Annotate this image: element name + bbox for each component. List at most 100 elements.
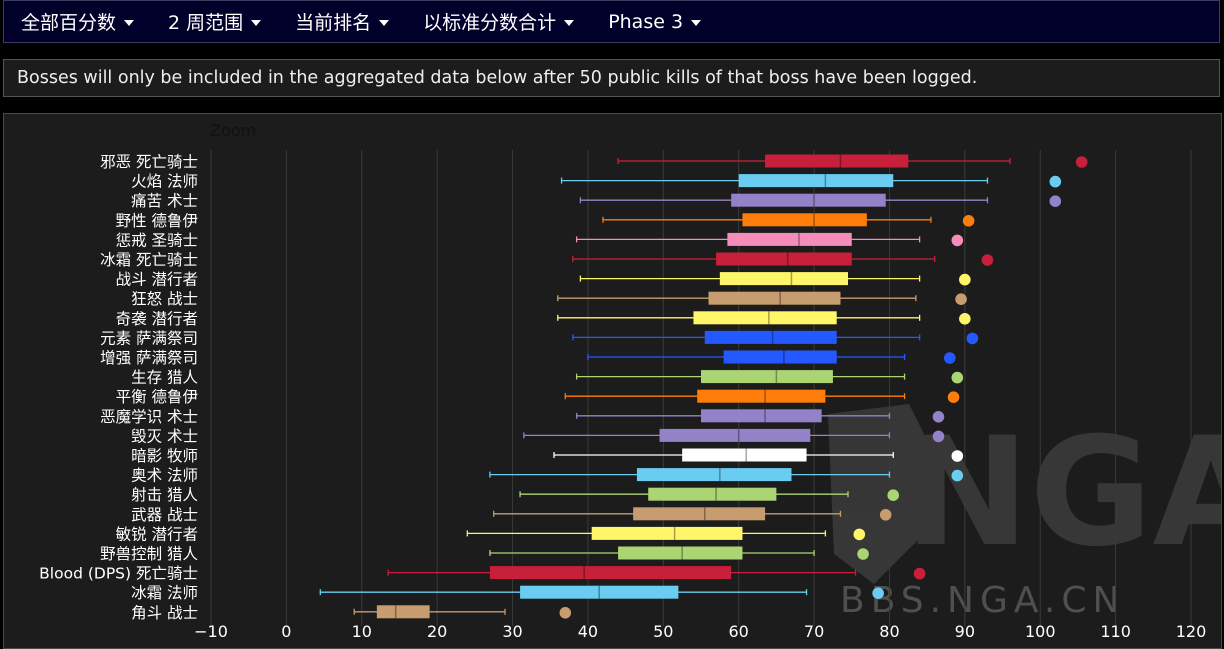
boxplot-series bbox=[557, 291, 967, 305]
boxplot-series bbox=[560, 174, 1062, 188]
y-category-label: 恶魔学识 术士 bbox=[100, 408, 198, 426]
box-iqr bbox=[704, 330, 837, 344]
x-tick-label: 10 bbox=[352, 622, 372, 641]
boxplot-series bbox=[572, 252, 994, 266]
outlier-point bbox=[1075, 156, 1088, 168]
outlier-point bbox=[981, 254, 994, 266]
watermark: NGA BBS.NGA.CN bbox=[828, 404, 1221, 621]
box-iqr bbox=[765, 154, 909, 168]
box-iqr bbox=[693, 311, 837, 325]
boxplot-series bbox=[553, 448, 964, 462]
x-tick-label: 20 bbox=[427, 622, 447, 641]
menu-phase[interactable]: Phase 3 bbox=[591, 1, 718, 42]
x-tick-label: 70 bbox=[804, 622, 824, 641]
y-category-label: 野兽控制 猎人 bbox=[100, 545, 198, 563]
x-tick-label: 80 bbox=[879, 622, 899, 641]
boxplot-chart: NGA BBS.NGA.CN −10 0 10 20 30 40 50 60 70 80 90 100… bbox=[39, 150, 1221, 641]
box-iqr bbox=[701, 409, 822, 423]
box-iqr bbox=[636, 468, 792, 482]
boxplot-series bbox=[319, 585, 884, 599]
boxplot-series bbox=[519, 487, 900, 502]
outlier-point bbox=[872, 587, 884, 599]
boxplot-series bbox=[387, 566, 926, 580]
boxplot-series bbox=[557, 311, 971, 325]
outlier-point bbox=[853, 528, 866, 541]
watermark-logo-icon bbox=[828, 404, 929, 584]
x-tick-label: 40 bbox=[578, 622, 598, 641]
boxplot-series bbox=[575, 370, 964, 384]
x-tick-label: 0 bbox=[281, 622, 291, 641]
boxplot-series bbox=[575, 409, 945, 423]
menu-aggregation-label: 以标准分数合计 bbox=[423, 12, 557, 34]
boxes bbox=[319, 154, 1088, 619]
notice-text: Bosses will only be included in the aggr… bbox=[17, 68, 978, 88]
y-category-label: 平衡 德鲁伊 bbox=[116, 388, 198, 406]
menu-ranking[interactable]: 当前排名 bbox=[278, 1, 406, 42]
outlier-point bbox=[857, 548, 869, 560]
menu-metric[interactable]: 全部百分数 bbox=[4, 1, 151, 42]
outlier-point bbox=[1049, 195, 1062, 207]
boxplot-series bbox=[579, 272, 971, 286]
top-menu-bar: 全部百分数 2 周范围 当前排名 以标准分数合计 Phase 3 bbox=[3, 0, 1220, 43]
outlier-point bbox=[959, 273, 971, 286]
y-category-label: 生存 猎人 bbox=[131, 369, 198, 387]
x-tick-label: 30 bbox=[502, 622, 522, 641]
y-category-label: 敏锐 潜行者 bbox=[116, 525, 198, 543]
y-category-label: Blood (DPS) 死亡骑士 bbox=[39, 565, 198, 583]
x-tick-label: 120 bbox=[1176, 622, 1207, 641]
box-iqr bbox=[697, 389, 826, 403]
box-iqr bbox=[618, 546, 743, 560]
boxplot-series bbox=[602, 213, 975, 227]
box-iqr bbox=[719, 272, 848, 286]
box-iqr bbox=[489, 566, 732, 580]
y-category-label: 暗影 牧师 bbox=[131, 447, 198, 465]
x-tick-label: 60 bbox=[729, 622, 749, 641]
notice-banner: Bosses will only be included in the aggr… bbox=[3, 59, 1220, 97]
box-iqr bbox=[701, 370, 833, 384]
outlier-point bbox=[913, 567, 926, 580]
y-category-label: 野性 德鲁伊 bbox=[116, 212, 198, 230]
outlier-point bbox=[879, 509, 892, 521]
y-category-label: 痛苦 术士 bbox=[131, 192, 198, 210]
box-iqr bbox=[648, 487, 777, 501]
box-iqr bbox=[731, 193, 886, 207]
outlier-point bbox=[1049, 175, 1062, 188]
boxplot-series bbox=[489, 546, 869, 560]
outlier-point bbox=[955, 293, 967, 305]
boxplot-series bbox=[572, 330, 979, 345]
x-tick-label: 100 bbox=[1025, 622, 1056, 641]
boxplot-series bbox=[575, 232, 964, 247]
box-iqr bbox=[376, 605, 430, 619]
y-category-label: 奇袭 潜行者 bbox=[116, 310, 198, 328]
menu-aggregation[interactable]: 以标准分数合计 bbox=[406, 1, 591, 42]
chevron-down-icon bbox=[564, 19, 575, 26]
boxplot-series bbox=[564, 389, 960, 404]
outlier-point bbox=[887, 489, 900, 502]
outlier-point bbox=[932, 411, 945, 423]
outlier-point bbox=[947, 391, 960, 404]
menu-timeframe[interactable]: 2 周范围 bbox=[151, 1, 278, 42]
box-iqr bbox=[520, 585, 679, 599]
chevron-down-icon bbox=[691, 19, 702, 26]
watermark-logo-text: NGA bbox=[904, 406, 1221, 580]
box-iqr bbox=[738, 174, 894, 188]
zoom-label[interactable]: Zoom bbox=[210, 121, 257, 140]
outlier-point bbox=[951, 450, 964, 462]
y-category-label: 冰霜 死亡骑士 bbox=[100, 251, 198, 269]
outlier-point bbox=[959, 313, 971, 325]
y-category-label: 射击 猎人 bbox=[131, 486, 198, 504]
outlier-point bbox=[559, 607, 572, 619]
y-category-label: 冰霜 法师 bbox=[131, 584, 198, 602]
outlier-point bbox=[951, 371, 964, 384]
y-category-label: 惩戒 圣骑士 bbox=[116, 231, 198, 249]
outlier-point bbox=[962, 215, 975, 227]
y-category-label: 战斗 潜行者 bbox=[116, 271, 198, 289]
outlier-point bbox=[943, 352, 956, 364]
outlier-point bbox=[951, 234, 964, 247]
menu-metric-label: 全部百分数 bbox=[21, 12, 117, 34]
chevron-down-icon bbox=[379, 19, 390, 26]
y-category-label: 奥术 法师 bbox=[131, 467, 198, 485]
chevron-down-icon bbox=[251, 19, 262, 26]
boxplot-series bbox=[579, 193, 1062, 207]
y-category-label: 武器 战士 bbox=[131, 506, 198, 524]
